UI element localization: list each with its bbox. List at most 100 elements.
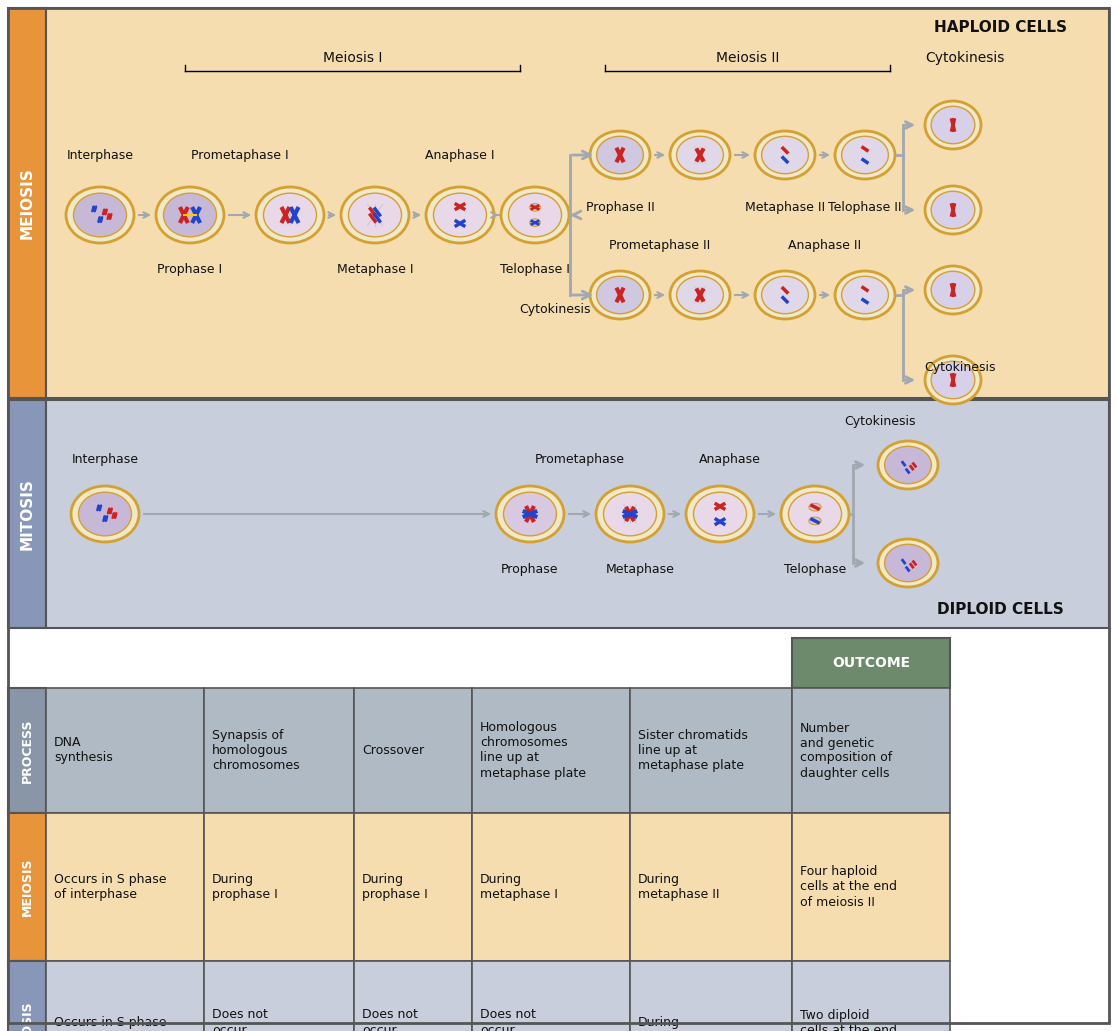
Bar (472, 688, 630, 813)
Text: During
metaphase I: During metaphase I (480, 873, 557, 901)
Text: Homologous
chromosomes
line up at
metaphase plate: Homologous chromosomes line up at metaph… (480, 722, 586, 779)
Text: Interphase: Interphase (71, 453, 139, 466)
Ellipse shape (836, 271, 895, 319)
Ellipse shape (264, 193, 316, 237)
Ellipse shape (677, 276, 724, 313)
Ellipse shape (78, 492, 132, 536)
Ellipse shape (841, 136, 888, 173)
Text: During
metaphase II: During metaphase II (638, 873, 719, 901)
Text: Synapsis of
homologous
chromosomes: Synapsis of homologous chromosomes (212, 729, 299, 772)
Ellipse shape (349, 193, 401, 237)
Bar (204, 961, 354, 1031)
Ellipse shape (596, 136, 643, 173)
Ellipse shape (925, 101, 981, 149)
Ellipse shape (603, 492, 657, 536)
Ellipse shape (925, 186, 981, 234)
Bar (630, 813, 792, 961)
Bar (630, 961, 792, 1031)
Bar (792, 961, 949, 1031)
Ellipse shape (504, 492, 556, 536)
Text: MEIOSIS: MEIOSIS (20, 858, 34, 917)
Bar (354, 688, 472, 813)
Ellipse shape (885, 544, 932, 581)
Text: Telophase: Telophase (784, 563, 846, 575)
Bar (472, 961, 630, 1031)
Ellipse shape (932, 271, 975, 308)
Text: Cytokinesis: Cytokinesis (925, 51, 1004, 65)
Ellipse shape (66, 187, 134, 243)
Ellipse shape (789, 492, 841, 536)
Text: Telophase I: Telophase I (500, 264, 570, 276)
Ellipse shape (433, 193, 487, 237)
Ellipse shape (596, 276, 643, 313)
Text: Prometaphase: Prometaphase (535, 453, 626, 466)
Bar (354, 813, 472, 961)
Text: Cytokinesis: Cytokinesis (844, 415, 916, 429)
Bar (630, 688, 792, 813)
Text: Two diploid
cells at the end
of mitosis: Two diploid cells at the end of mitosis (800, 1008, 897, 1031)
Text: Prometaphase I: Prometaphase I (191, 148, 289, 162)
Bar (204, 813, 354, 961)
Bar (8, 688, 46, 813)
Ellipse shape (508, 193, 562, 237)
Ellipse shape (596, 486, 663, 542)
Ellipse shape (670, 131, 731, 179)
Text: Number
and genetic
composition of
daughter cells: Number and genetic composition of daught… (800, 722, 892, 779)
Ellipse shape (426, 187, 494, 243)
Ellipse shape (885, 446, 932, 484)
Text: Crossover: Crossover (362, 744, 424, 757)
Text: MITOSIS: MITOSIS (19, 478, 35, 550)
Bar (8, 400, 46, 628)
Text: Occurs in S phase
of interphase: Occurs in S phase of interphase (54, 873, 166, 901)
Text: Meiosis I: Meiosis I (323, 51, 382, 65)
Ellipse shape (762, 276, 809, 313)
Ellipse shape (502, 187, 569, 243)
Text: Metaphase I: Metaphase I (336, 264, 413, 276)
Ellipse shape (156, 187, 225, 243)
Ellipse shape (686, 486, 754, 542)
Text: Interphase: Interphase (67, 148, 134, 162)
Ellipse shape (590, 131, 650, 179)
Text: During
metaphase: During metaphase (638, 1016, 708, 1031)
Text: Anaphase: Anaphase (699, 453, 761, 466)
Text: Prophase II: Prophase II (585, 200, 655, 213)
Text: HAPLOID CELLS: HAPLOID CELLS (934, 21, 1067, 35)
Ellipse shape (529, 203, 541, 211)
Text: MITOSIS: MITOSIS (20, 1001, 34, 1031)
Text: Does not
occur
in mitosis: Does not occur in mitosis (480, 1008, 540, 1031)
Ellipse shape (932, 106, 975, 143)
Text: During
prophase I: During prophase I (362, 873, 428, 901)
Text: Prophase I: Prophase I (157, 264, 222, 276)
Ellipse shape (341, 187, 409, 243)
Text: Metaphase II: Metaphase II (745, 200, 825, 213)
Bar (472, 813, 630, 961)
Ellipse shape (256, 187, 324, 243)
Bar (46, 8, 1109, 398)
Ellipse shape (878, 539, 938, 587)
Bar (204, 688, 354, 813)
Text: Occurs in S phase
of interphase: Occurs in S phase of interphase (54, 1016, 166, 1031)
Bar (8, 813, 46, 961)
Ellipse shape (932, 192, 975, 229)
Bar (792, 813, 949, 961)
Ellipse shape (932, 361, 975, 399)
Ellipse shape (878, 441, 938, 489)
Text: Does not
occur
in mitosis: Does not occur in mitosis (212, 1008, 273, 1031)
Ellipse shape (925, 356, 981, 404)
Text: Prometaphase II: Prometaphase II (610, 238, 710, 252)
Ellipse shape (670, 271, 731, 319)
Bar (46, 400, 1109, 628)
Ellipse shape (836, 131, 895, 179)
Ellipse shape (841, 276, 888, 313)
Text: Telophase II: Telophase II (828, 200, 901, 213)
Ellipse shape (809, 518, 821, 525)
Text: Prophase: Prophase (502, 563, 558, 575)
Ellipse shape (694, 492, 746, 536)
Text: Cytokinesis: Cytokinesis (519, 303, 591, 317)
Bar (8, 8, 46, 398)
Text: Four haploid
cells at the end
of meiosis II: Four haploid cells at the end of meiosis… (800, 865, 897, 908)
Ellipse shape (781, 486, 849, 542)
Text: MEIOSIS: MEIOSIS (19, 167, 35, 239)
Text: Metaphase: Metaphase (605, 563, 675, 575)
Bar (46, 813, 204, 961)
